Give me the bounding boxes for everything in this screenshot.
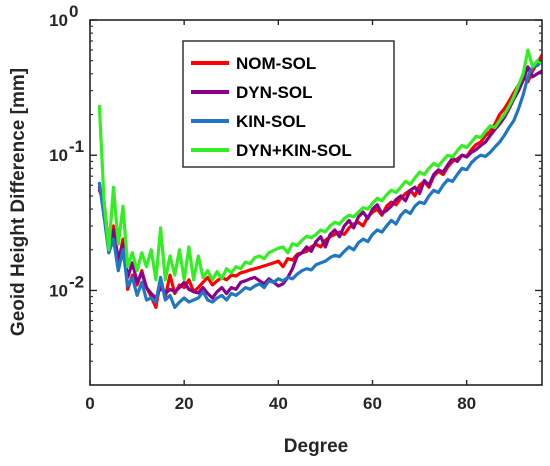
x-tick-label: 60 <box>363 394 382 413</box>
legend-label-3: KIN-SOL <box>236 112 306 131</box>
series-layer <box>97 48 542 309</box>
series-line-2 <box>97 65 542 300</box>
y-tick-label: 10 <box>49 11 68 30</box>
series-line-3 <box>97 59 542 309</box>
legend: NOM-SOL DYN-SOL KIN-SOL DYN+KIN-SOL <box>182 40 395 168</box>
plot-frame <box>89 19 543 386</box>
y-tick-label-exponent: -2 <box>69 272 84 291</box>
y-tick-label-exponent: 0 <box>69 2 78 21</box>
x-tick-label: 40 <box>269 394 288 413</box>
y-tick-label-exponent: -1 <box>69 137 84 156</box>
series-line-4 <box>97 48 542 282</box>
x-tick-label: 80 <box>457 394 476 413</box>
y-axis-label: Geoid Height Difference [mm] <box>8 68 29 336</box>
legend-label-1: NOM-SOL <box>236 54 316 73</box>
y-tick-label: 10 <box>49 281 68 300</box>
y-tick-label: 10 <box>49 146 68 165</box>
x-axis-label: Degree <box>284 436 348 457</box>
legend-label-4: DYN+KIN-SOL <box>236 141 352 160</box>
x-tick-label: 20 <box>175 394 194 413</box>
legend-label-2: DYN-SOL <box>236 83 313 102</box>
x-tick-label: 0 <box>85 394 94 413</box>
